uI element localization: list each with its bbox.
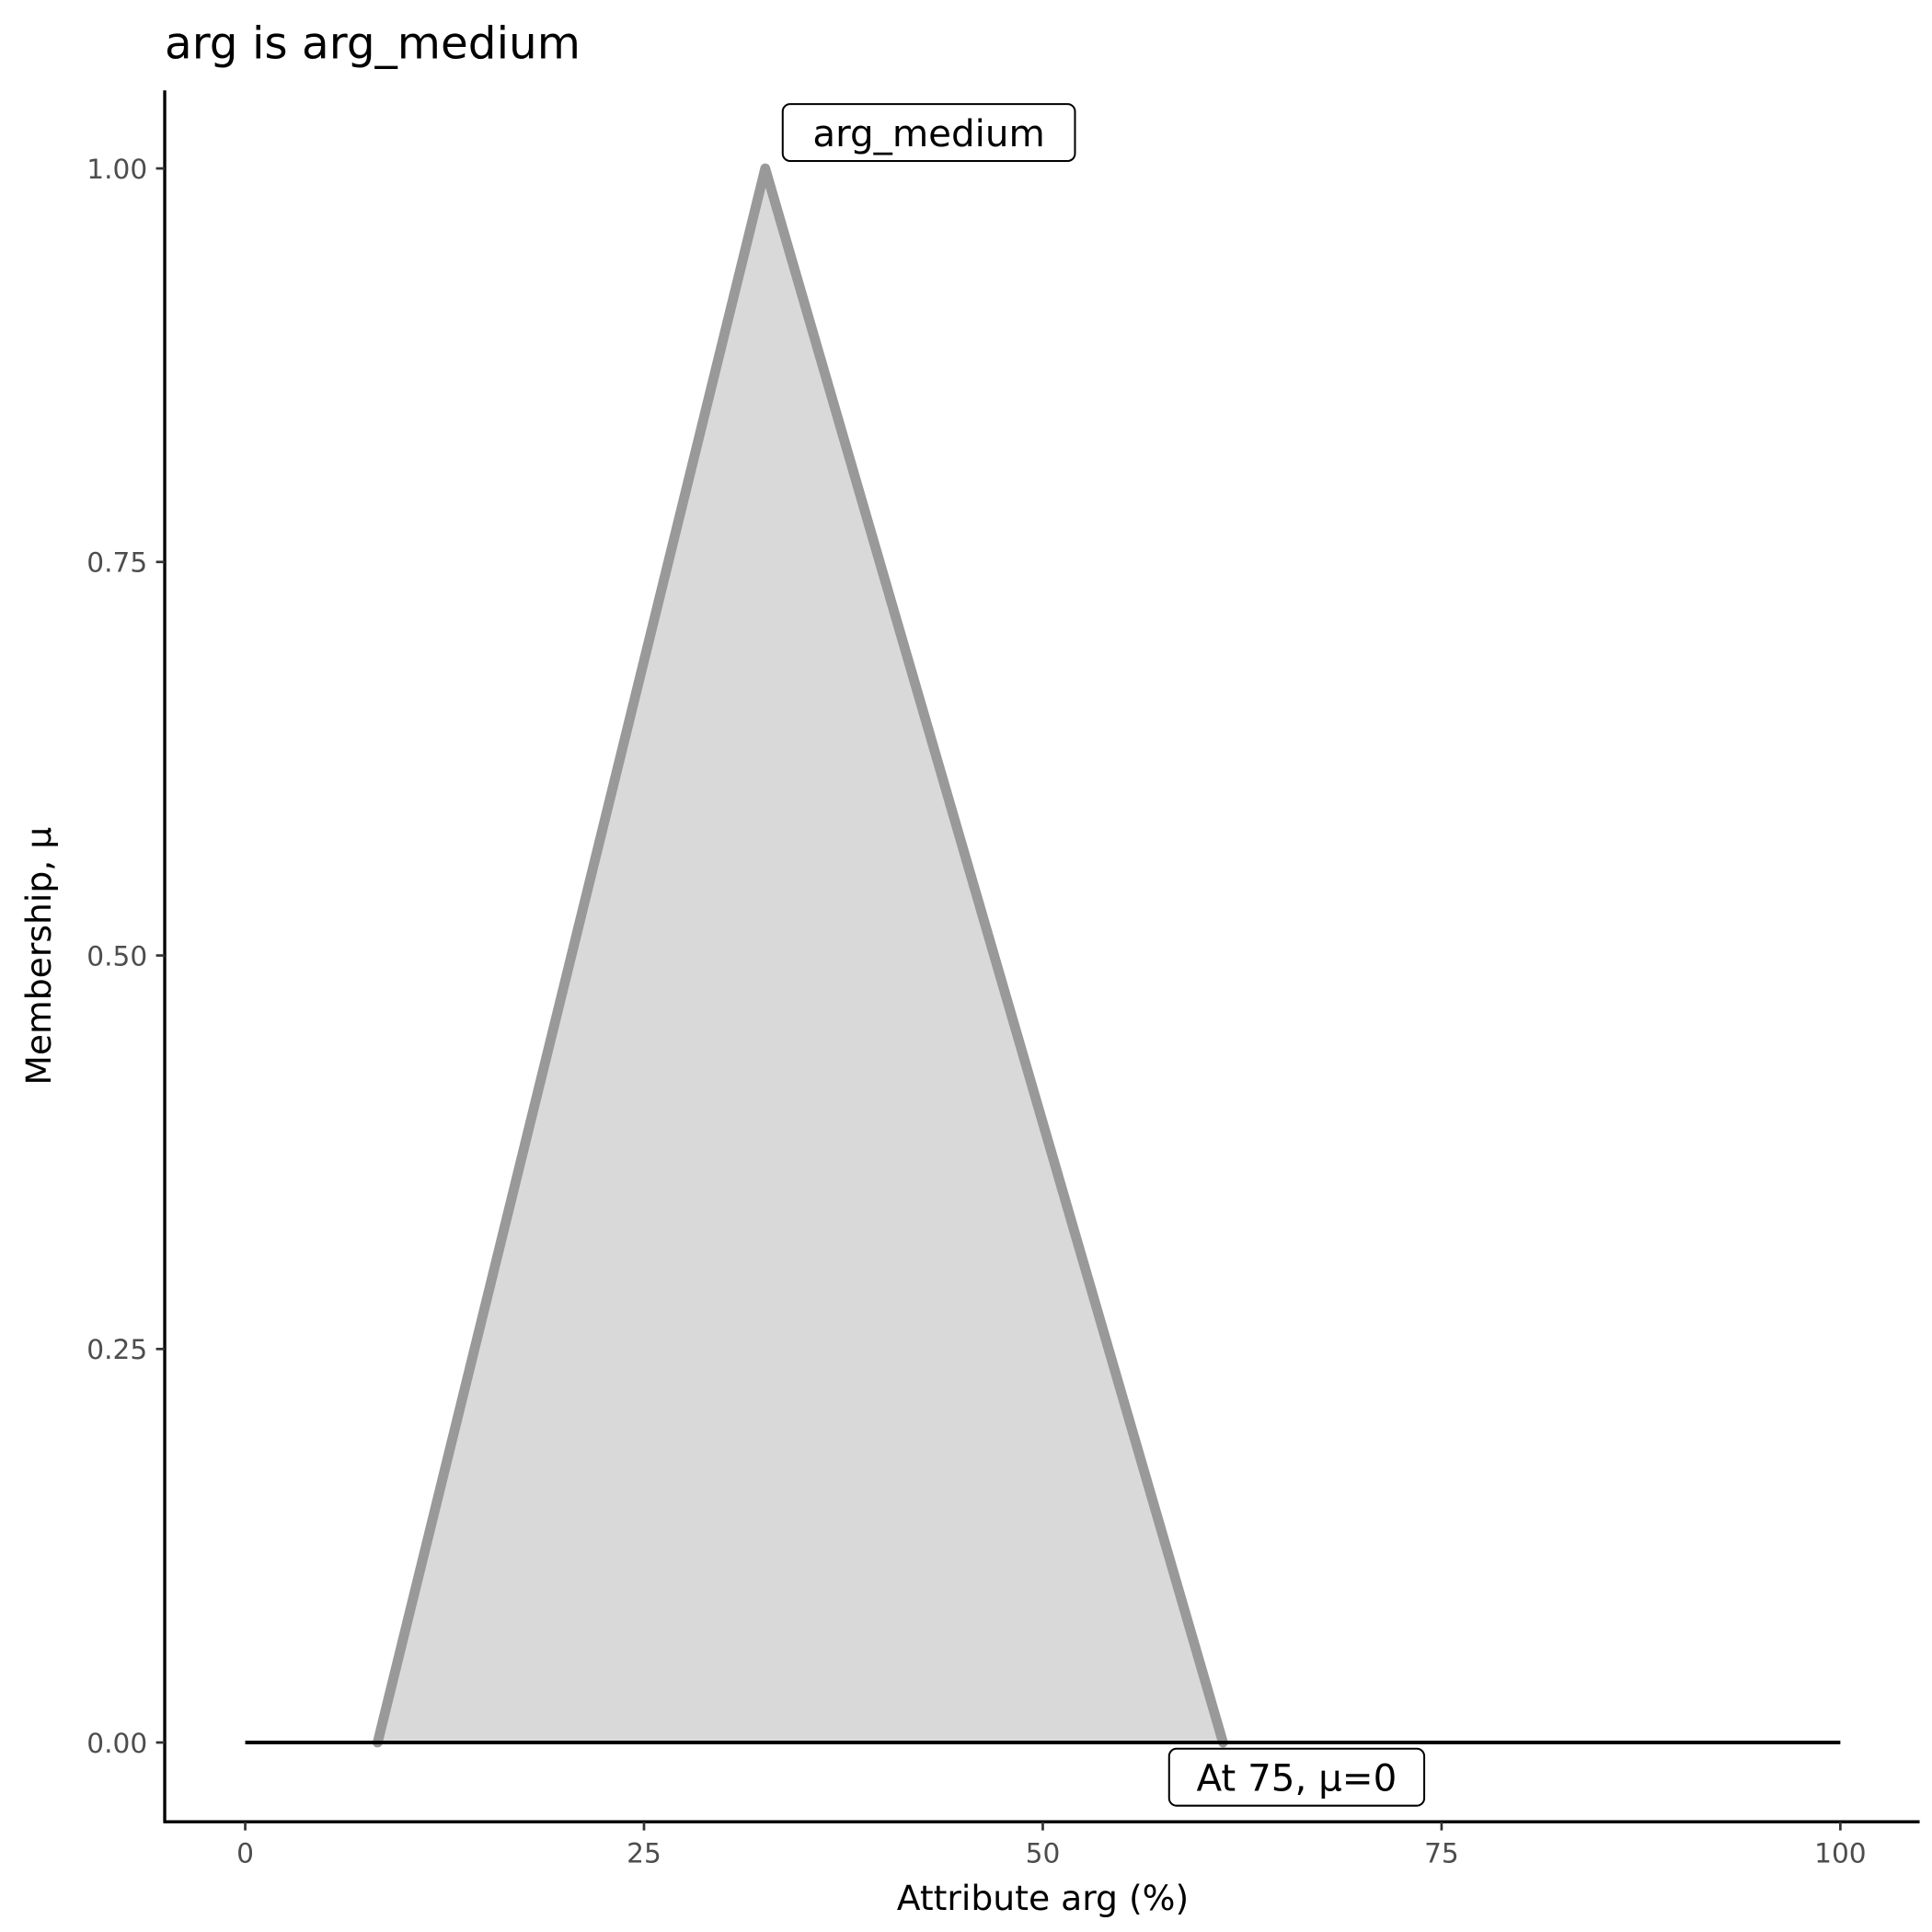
annotations: arg_medium At 75, μ=0 xyxy=(781,103,1426,1807)
annotation-label: arg_medium xyxy=(812,112,1044,155)
y-tick-label: 1.00 xyxy=(86,154,147,185)
plot-area xyxy=(245,163,1841,1748)
y-tick-label: 0.25 xyxy=(86,1334,147,1365)
y-axis-title: Membership, μ xyxy=(18,827,59,1086)
chart-title: arg is arg_medium xyxy=(165,17,581,69)
x-tick-label: 0 xyxy=(236,1838,254,1869)
y-tick-label: 0.75 xyxy=(86,547,147,579)
x-axis-title: Attribute arg (%) xyxy=(897,1878,1189,1918)
membership-line xyxy=(373,163,1228,1748)
y-tick-label: 0.50 xyxy=(86,940,147,972)
x-tick-label: 50 xyxy=(1026,1838,1061,1869)
annotation-label: At 75, μ=0 xyxy=(1197,1757,1397,1800)
y-tick-label: 0.00 xyxy=(86,1728,147,1759)
x-tick-label: 100 xyxy=(1814,1838,1867,1869)
membership-area xyxy=(377,168,1224,1743)
x-axis-ticks: 0 25 50 75 100 xyxy=(236,1822,1867,1869)
x-tick-label: 25 xyxy=(627,1838,661,1869)
x-tick-label: 75 xyxy=(1424,1838,1459,1869)
y-axis-ticks: 0.00 0.25 0.50 0.75 1.00 xyxy=(86,154,166,1759)
annotation-box xyxy=(781,103,1076,163)
annotation-box xyxy=(1167,1747,1426,1807)
